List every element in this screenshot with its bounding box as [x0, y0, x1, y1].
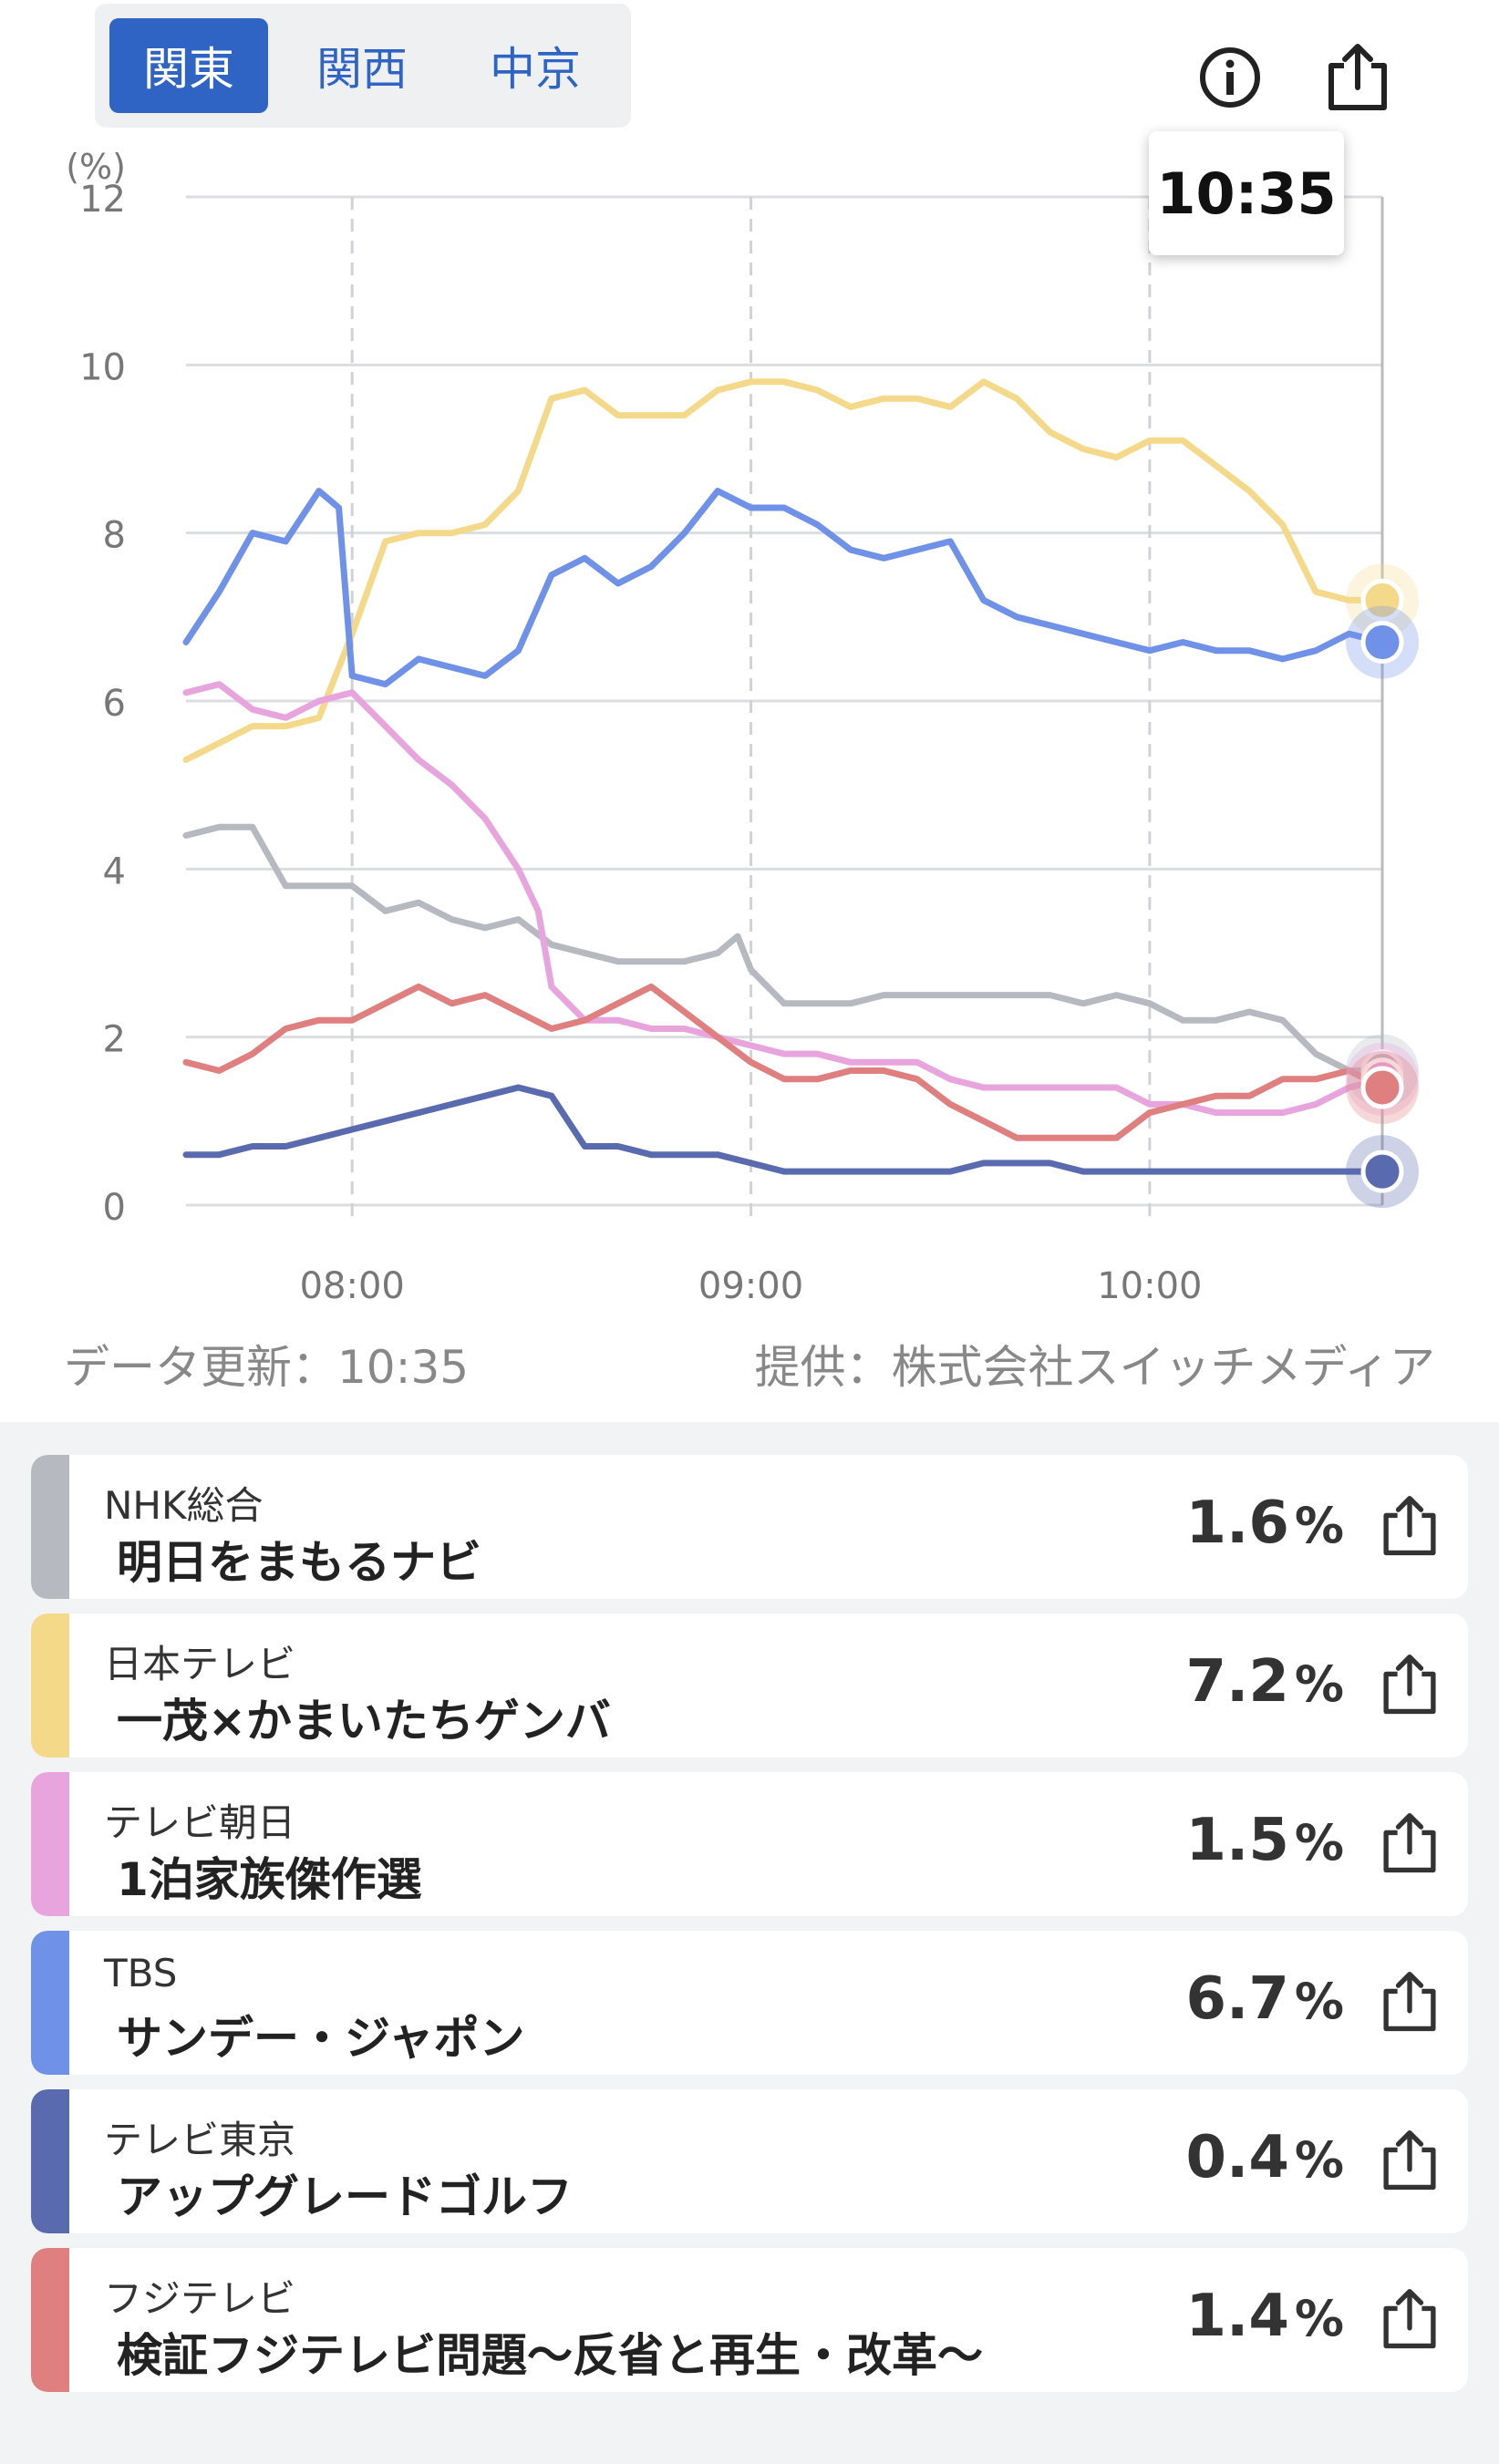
channel-card[interactable]: テレビ東京 アップグレードゴルフ 0.4%	[31, 2089, 1468, 2233]
x-tick-label: 09:00	[698, 1265, 803, 1307]
y-tick-label: 8	[103, 515, 126, 557]
series-line	[182, 488, 1386, 688]
series-end-marker	[1360, 620, 1404, 664]
program-title: 明日をまもるナビ	[117, 1536, 481, 1589]
share-icon[interactable]	[1371, 1799, 1448, 1887]
program-title: 検証フジテレビ問題～反省と再生・改革～	[117, 2329, 983, 2382]
rating-value: 1.4%	[1185, 2283, 1344, 2350]
channel-name: テレビ東京	[104, 2118, 296, 2162]
series-line	[182, 823, 1386, 1074]
share-icon[interactable]	[1371, 2275, 1448, 2363]
channel-color-bar	[31, 1772, 69, 1916]
program-title: サンデー・ジャポン	[117, 2012, 525, 2065]
channel-card[interactable]: フジテレビ 検証フジテレビ問題～反省と再生・改革～ 1.4%	[31, 2248, 1468, 2392]
y-unit-label: (%)	[66, 147, 126, 187]
info-icon[interactable]	[1189, 36, 1271, 119]
series-line	[182, 1084, 1386, 1175]
channel-color-bar	[31, 2248, 69, 2392]
y-tick-label: 10	[79, 346, 126, 388]
share-icon[interactable]	[1317, 36, 1399, 119]
channel-card[interactable]: NHK総合 明日をまもるナビ 1.6%	[31, 1455, 1468, 1599]
y-tick-label: 6	[103, 683, 126, 725]
channel-name: テレビ朝日	[104, 1800, 296, 1845]
channel-color-bar	[31, 2089, 69, 2233]
channel-color-bar	[31, 1613, 69, 1758]
series-end-marker	[1360, 1066, 1404, 1109]
rating-value: 1.6%	[1185, 1490, 1344, 1557]
channel-card[interactable]: TBS サンデー・ジャポン 6.7%	[31, 1931, 1468, 2075]
y-tick-label: 0	[103, 1187, 126, 1229]
y-tick-label: 2	[103, 1019, 126, 1061]
x-tick-label: 08:00	[300, 1265, 405, 1307]
channel-name: TBS	[104, 1951, 178, 1995]
channel-color-bar	[31, 1455, 69, 1599]
rating-value: 6.7%	[1185, 1965, 1344, 2033]
channel-card[interactable]: テレビ朝日 1泊家族傑作選 1.5%	[31, 1772, 1468, 1916]
channel-color-bar	[31, 1931, 69, 2075]
series-line	[182, 983, 1386, 1141]
rating-value: 1.5%	[1185, 1807, 1344, 1874]
program-title: 1泊家族傑作選	[117, 1853, 422, 1906]
y-tick-label: 4	[103, 851, 126, 892]
channel-card[interactable]: 日本テレビ 一茂×かまいたちゲンバ 7.2%	[31, 1613, 1468, 1758]
chart-panel: 関東 関西 中京 0 2 4 6 8 10 12 (%) 08:00 09:00 10:00 10:…	[64, 4, 1436, 1394]
channel-list: NHK総合 明日をまもるナビ 1.6% 日本テレビ 一茂×かまいたちゲンバ 7.…	[0, 1422, 1499, 2464]
share-icon[interactable]	[1371, 1482, 1448, 1570]
program-title: アップグレードゴルフ	[117, 2170, 573, 2223]
time-tooltip: 10:35	[1149, 131, 1344, 255]
share-icon[interactable]	[1371, 1641, 1448, 1728]
series-line	[182, 378, 1386, 763]
tab-kanto[interactable]: 関東	[109, 18, 268, 113]
channel-name: NHK総合	[104, 1483, 264, 1528]
rating-line-chart: 0 2 4 6 8 10 12(%) 08:00 09:00 10:00	[66, 147, 1419, 1307]
series-end-marker	[1360, 578, 1404, 622]
data-updated-label: データ更新：10:35	[64, 1341, 470, 1394]
y-tick-label: 12	[79, 179, 126, 221]
tab-chukyo[interactable]: 中京	[490, 43, 581, 96]
region-tab-bar: 関東 関西 中京	[95, 4, 631, 128]
share-icon[interactable]	[1371, 2117, 1448, 2204]
rating-value: 7.2%	[1185, 1648, 1344, 1716]
share-icon[interactable]	[1371, 1958, 1448, 2046]
tab-kansai[interactable]: 関西	[316, 43, 408, 96]
series-end-marker	[1360, 1150, 1404, 1193]
rating-value: 0.4%	[1185, 2124, 1344, 2191]
x-tick-label: 10:00	[1097, 1265, 1202, 1307]
program-title: 一茂×かまいたちゲンバ	[117, 1695, 611, 1747]
provider-label: 提供：株式会社スイッチメディア	[754, 1341, 1436, 1394]
channel-name: フジテレビ	[104, 2276, 296, 2321]
channel-name: 日本テレビ	[104, 1642, 296, 1686]
